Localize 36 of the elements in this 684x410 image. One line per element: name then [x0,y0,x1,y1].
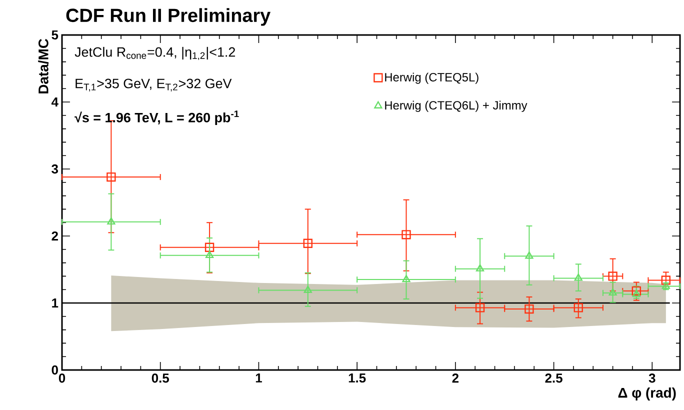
point [303,238,312,248]
chart-title: CDF Run II Preliminary [66,8,271,26]
x-axis-title: Δ φ (rad) [618,387,676,400]
point [402,230,411,240]
point [106,172,116,182]
x-tick-label: 2.5 [545,374,562,383]
point [632,290,640,297]
point [574,274,582,281]
point [204,242,214,252]
text: √s = 1.96 TeV, L = 260 pb$^{-1}$ [74,110,239,126]
y-tick-label: 4 [51,98,58,106]
x-tick-label: 2 [452,374,459,383]
y-tick-label: 5 [52,30,58,40]
point [304,286,312,293]
point [107,217,116,225]
x-tick-label: 1.5 [348,374,366,383]
x-tick-label: 3 [648,374,656,383]
y-tick-label: 2 [52,231,58,241]
y-tick-label: 0 [52,365,58,375]
y-tick-label: 3 [52,164,58,174]
annotation: E$_{T,1}$>35 GeV, E$_{T,2}$>32 GeV [76,78,232,92]
point [476,264,484,272]
point [524,304,534,314]
legend-label: Herwig (CTEQ6L) + Jimmy [385,100,528,112]
point [402,274,410,282]
x-tick-label: 0 [58,374,66,383]
point [525,252,534,259]
point [475,303,485,312]
legend-label: Herwig (CTEQ5L) [385,72,478,84]
y-tick-label: 1 [52,298,58,308]
point [574,303,583,312]
point [205,250,214,258]
x-tick-label: 0.5 [152,374,169,383]
x-tick-label: 1 [256,374,262,382]
y-axis-title: Data/MC [38,38,49,94]
annotation: JetClu R$_{cone}$=0.4, |η$_{1,2}$|<1.2 [74,46,236,60]
